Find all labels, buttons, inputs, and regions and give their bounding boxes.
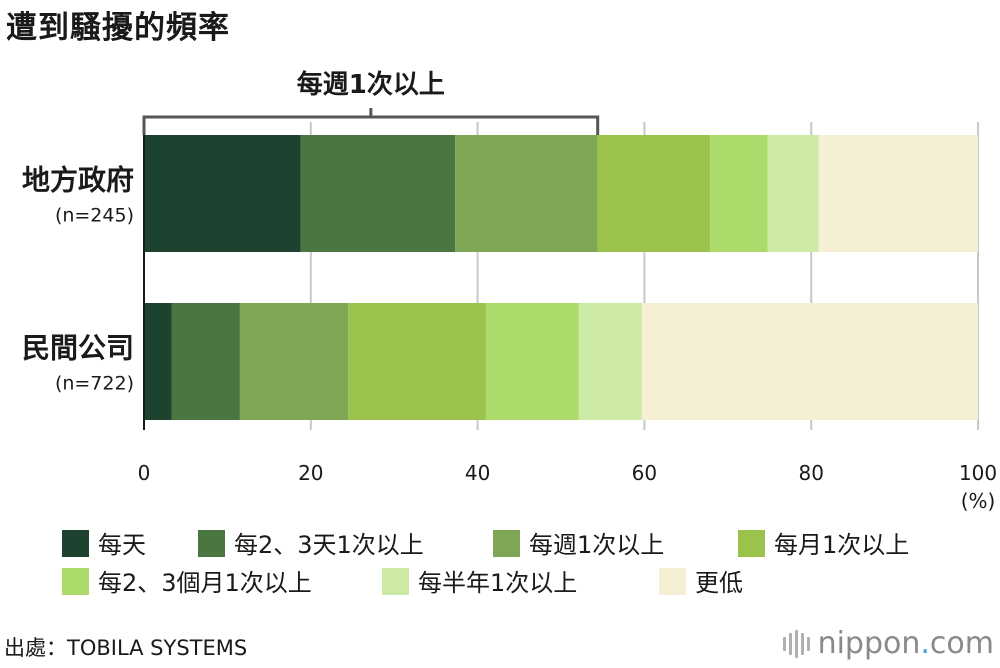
- legend-swatch: [62, 530, 89, 557]
- x-tick-label: 100: [959, 461, 997, 485]
- x-tick-label: 60: [632, 461, 657, 485]
- logo-suffix: com: [929, 626, 994, 661]
- legend-swatch: [738, 530, 765, 557]
- bar-segment: [300, 135, 456, 252]
- nippon-logo: nippon.com: [782, 626, 994, 661]
- x-axis-unit: (%): [961, 489, 996, 513]
- bar-segment: [818, 135, 978, 252]
- legend-label: 每2、3天1次以上: [234, 531, 424, 559]
- legend-swatch: [493, 530, 520, 557]
- bar-segment: [767, 135, 819, 252]
- legend-label: 每週1次以上: [529, 531, 664, 559]
- bar-segment: [578, 303, 642, 420]
- chart-title: 遭到騷擾的頻率: [6, 10, 230, 46]
- legend-swatch: [62, 568, 89, 595]
- legend-label: 每天: [98, 531, 146, 559]
- category-label: 民間公司: [22, 332, 134, 365]
- legend-label: 每月1次以上: [774, 531, 909, 559]
- legend-swatch: [198, 530, 225, 557]
- x-tick-label: 0: [138, 461, 151, 485]
- annotation-bracket: [142, 115, 600, 135]
- bar-segment: [641, 303, 978, 420]
- logo-dot: .: [920, 626, 930, 661]
- annotation-label: 每週1次以上: [297, 69, 445, 100]
- legend-label: 每2、3個月1次以上: [98, 569, 312, 597]
- logo-bars-icon: [782, 629, 810, 658]
- category-sample-size: (n=245): [55, 205, 134, 227]
- category-sample-size: (n=722): [55, 373, 134, 395]
- logo-name: nippon: [817, 626, 921, 661]
- bar-segment: [348, 303, 486, 420]
- x-tick-label: 40: [465, 461, 490, 485]
- x-tick-label: 20: [298, 461, 323, 485]
- x-tick-label: 80: [798, 461, 823, 485]
- category-label: 地方政府: [22, 164, 134, 197]
- legend-swatch: [382, 568, 409, 595]
- bar-segment: [710, 135, 768, 252]
- bar-segment: [239, 303, 349, 420]
- bar-segment: [597, 135, 711, 252]
- bar-segment: [171, 303, 240, 420]
- legend-swatch: [659, 568, 686, 595]
- source-note: 出處：TOBILA SYSTEMS: [4, 636, 248, 660]
- legend-label: 每半年1次以上: [418, 569, 577, 597]
- bar-segment: [455, 135, 598, 252]
- bar-segment: [144, 303, 172, 420]
- stacked-bar-chart: 地方政府 (n=245) 民間公司 (n=722) 0 20 40 60 80 100 (%) 每週1…: [22, 69, 997, 597]
- bar-segment: [144, 135, 301, 252]
- legend-label: 更低: [695, 569, 743, 597]
- bar-segment: [485, 303, 579, 420]
